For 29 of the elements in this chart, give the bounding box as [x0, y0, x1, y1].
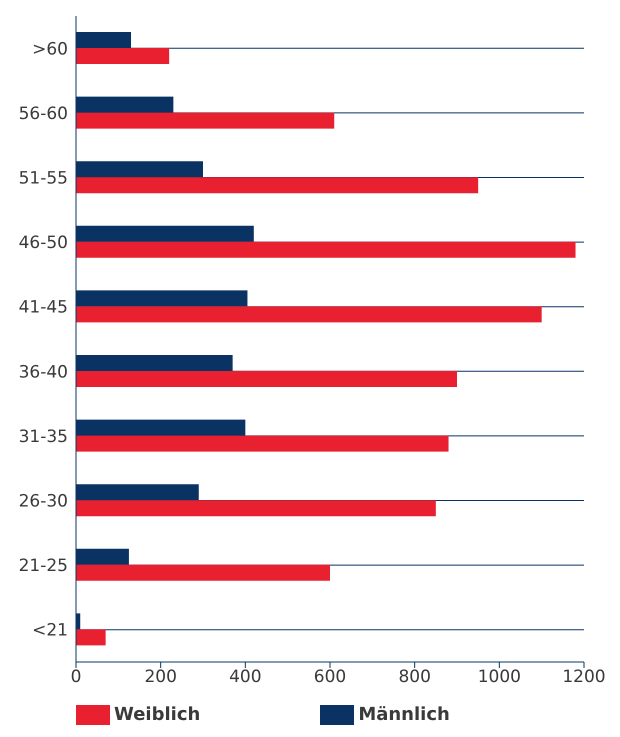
x-tick-label: 400 — [229, 667, 262, 688]
y-tick-label: 21-25 — [18, 556, 68, 576]
x-tick-label: 0 — [70, 667, 82, 688]
bar — [76, 500, 436, 516]
y-tick-label: 56-60 — [18, 104, 68, 124]
x-tick-label: 800 — [398, 667, 431, 688]
y-tick-label: 46-50 — [18, 233, 68, 254]
y-tick-label: 36-40 — [18, 362, 68, 382]
y-tick-label: 51-55 — [18, 168, 68, 189]
bar — [76, 177, 478, 194]
y-tick-label: <21 — [32, 620, 68, 641]
bar — [76, 48, 170, 64]
y-tick-label: 41-45 — [18, 298, 68, 318]
bar — [76, 629, 106, 646]
legend-label: Weiblich — [114, 704, 200, 725]
bar — [76, 306, 542, 322]
legend-label: Männlich — [358, 704, 450, 725]
y-tick-label: 26-30 — [18, 492, 68, 512]
bar — [76, 371, 457, 387]
bar — [76, 436, 449, 452]
y-tick-label: >60 — [32, 39, 68, 60]
y-tick-label: 31-35 — [18, 426, 68, 447]
bar — [76, 112, 334, 129]
x-tick-label: 600 — [314, 667, 346, 688]
x-tick-label: 1000 — [478, 667, 521, 688]
bar — [76, 564, 330, 581]
x-tick-label: 200 — [144, 667, 177, 688]
bar — [76, 242, 576, 258]
x-tick-label: 1200 — [562, 667, 606, 688]
